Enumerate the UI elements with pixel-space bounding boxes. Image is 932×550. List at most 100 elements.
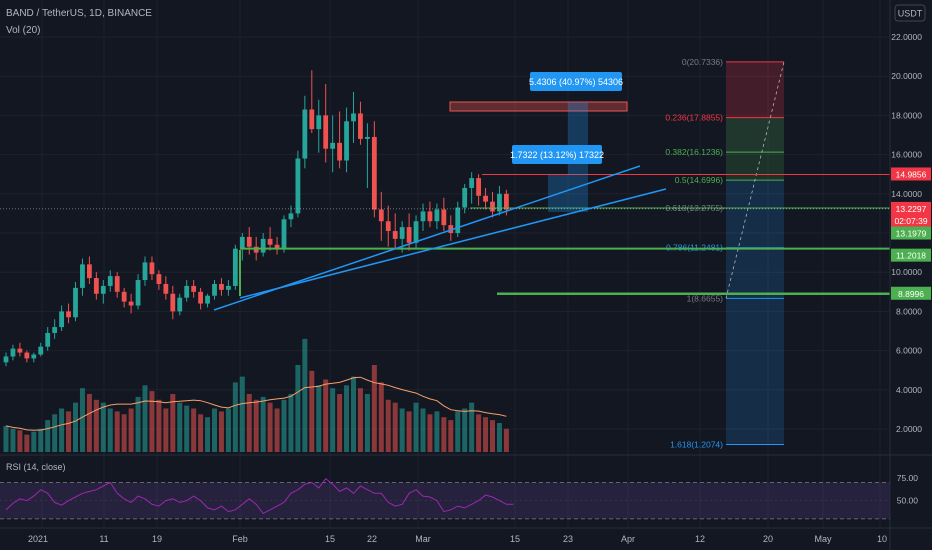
volume-bar — [274, 408, 280, 452]
volume-bar — [156, 399, 162, 452]
volume-bar — [114, 411, 120, 452]
volume-bar — [490, 420, 495, 452]
volume-bar — [260, 396, 266, 452]
candle-body — [260, 238, 266, 253]
candlesticks — [3, 70, 509, 367]
candle-body — [191, 285, 197, 292]
candle-body — [3, 356, 9, 363]
measure-range-small — [548, 175, 568, 212]
candle-body — [392, 231, 398, 239]
candle-body — [114, 276, 120, 292]
volume-bar — [267, 402, 273, 452]
price-tick: 18.0000 — [891, 110, 922, 120]
price-tick: 4.0000 — [896, 385, 922, 395]
volume-bars — [3, 338, 509, 452]
candle-body — [128, 301, 134, 306]
volume-bar — [309, 370, 315, 452]
volume-bar — [128, 408, 134, 452]
price-label: 13.2297 — [896, 204, 927, 214]
volume-bar — [149, 391, 155, 452]
time-tick: Apr — [621, 534, 635, 544]
candle-body — [198, 291, 203, 304]
rsi-line — [5, 477, 514, 515]
time-tick: 11 — [99, 534, 108, 544]
candle-body — [274, 244, 280, 249]
price-tick: 10.0000 — [891, 267, 922, 277]
candle-body — [212, 283, 217, 296]
candle-body — [142, 262, 148, 281]
currency-button[interactable] — [894, 4, 926, 22]
trendline-lower — [239, 188, 667, 299]
candle-body — [302, 109, 308, 159]
candle-body — [87, 264, 92, 279]
candle-body — [135, 280, 141, 306]
candle-body — [399, 227, 405, 239]
candle-body — [351, 113, 356, 122]
time-tick: Feb — [232, 534, 248, 544]
candle-body — [17, 348, 23, 353]
volume-bar — [413, 402, 419, 452]
volume-bar — [330, 388, 336, 452]
volume-bar — [364, 394, 370, 452]
fib-level-label: 0.236(17.8855) — [665, 113, 723, 123]
volume-bar — [121, 414, 127, 452]
volume-bar — [420, 408, 426, 452]
candle-body — [378, 209, 384, 222]
time-tick: May — [814, 534, 832, 544]
candle-body — [100, 285, 106, 294]
candle-body — [420, 211, 426, 222]
volume-bar — [24, 434, 30, 452]
volume-bar — [31, 431, 37, 452]
volume-bar — [198, 414, 204, 452]
volume-bar — [66, 411, 72, 452]
candle-body — [427, 211, 433, 222]
price-tick: 2.0000 — [896, 424, 922, 434]
volume-bar — [344, 385, 350, 452]
target-zone — [449, 101, 628, 112]
volume-label: Vol (20) — [6, 25, 40, 36]
time-axis: 2021 11 19 Feb 15 22 Mar 15 23 Apr 12 20 May 10 — [0, 527, 932, 544]
volume-bar — [218, 411, 224, 452]
price-label: 8.8996 — [898, 289, 924, 299]
candle-body — [483, 195, 488, 202]
fib-level-label: 1.618(1.2074) — [670, 440, 723, 450]
fibonacci-retracement: 0(20.7336) 0.236(17.8855) 0.382(16.1236) 0.… — [665, 57, 785, 450]
fib-zone — [726, 180, 784, 209]
candle-body — [337, 142, 342, 161]
candle-body — [205, 295, 210, 304]
candle-body — [476, 178, 481, 196]
candle-body — [10, 348, 16, 357]
time-tick: 22 — [367, 534, 377, 544]
volume-bar — [483, 417, 489, 452]
candle-body — [330, 142, 336, 149]
time-tick: 2021 — [28, 534, 48, 544]
price-axis: 22.000020.000018.000016.000014.000012.00… — [889, 0, 931, 550]
candle-body — [149, 262, 155, 275]
volume-bar — [295, 365, 301, 452]
candle-body — [246, 236, 252, 247]
volume-bar — [177, 402, 183, 452]
currency-label[interactable]: USDT — [898, 9, 923, 19]
candle-body — [497, 193, 502, 212]
volume-bar — [323, 379, 329, 452]
price-tick: 20.0000 — [891, 71, 922, 81]
volume-bar — [59, 408, 65, 452]
candle-body — [371, 136, 377, 210]
volume-bar — [205, 417, 211, 452]
volume-bar — [288, 394, 294, 452]
candle-body — [413, 221, 419, 243]
volume-bar — [100, 402, 106, 452]
price-label: 13.1979 — [896, 229, 927, 239]
measure-box-large — [530, 72, 622, 91]
candle-body — [52, 327, 58, 333]
candle-body — [156, 274, 162, 284]
price-label-box — [891, 201, 931, 228]
candle-body — [239, 236, 245, 249]
candle-body — [406, 227, 412, 243]
candle-body — [490, 201, 495, 212]
rsi-label: RSI (14, close) — [6, 462, 66, 472]
measure-text-small: 1.7322 (13.12%) 17322 — [510, 150, 604, 160]
time-tick: Mar — [415, 534, 431, 544]
